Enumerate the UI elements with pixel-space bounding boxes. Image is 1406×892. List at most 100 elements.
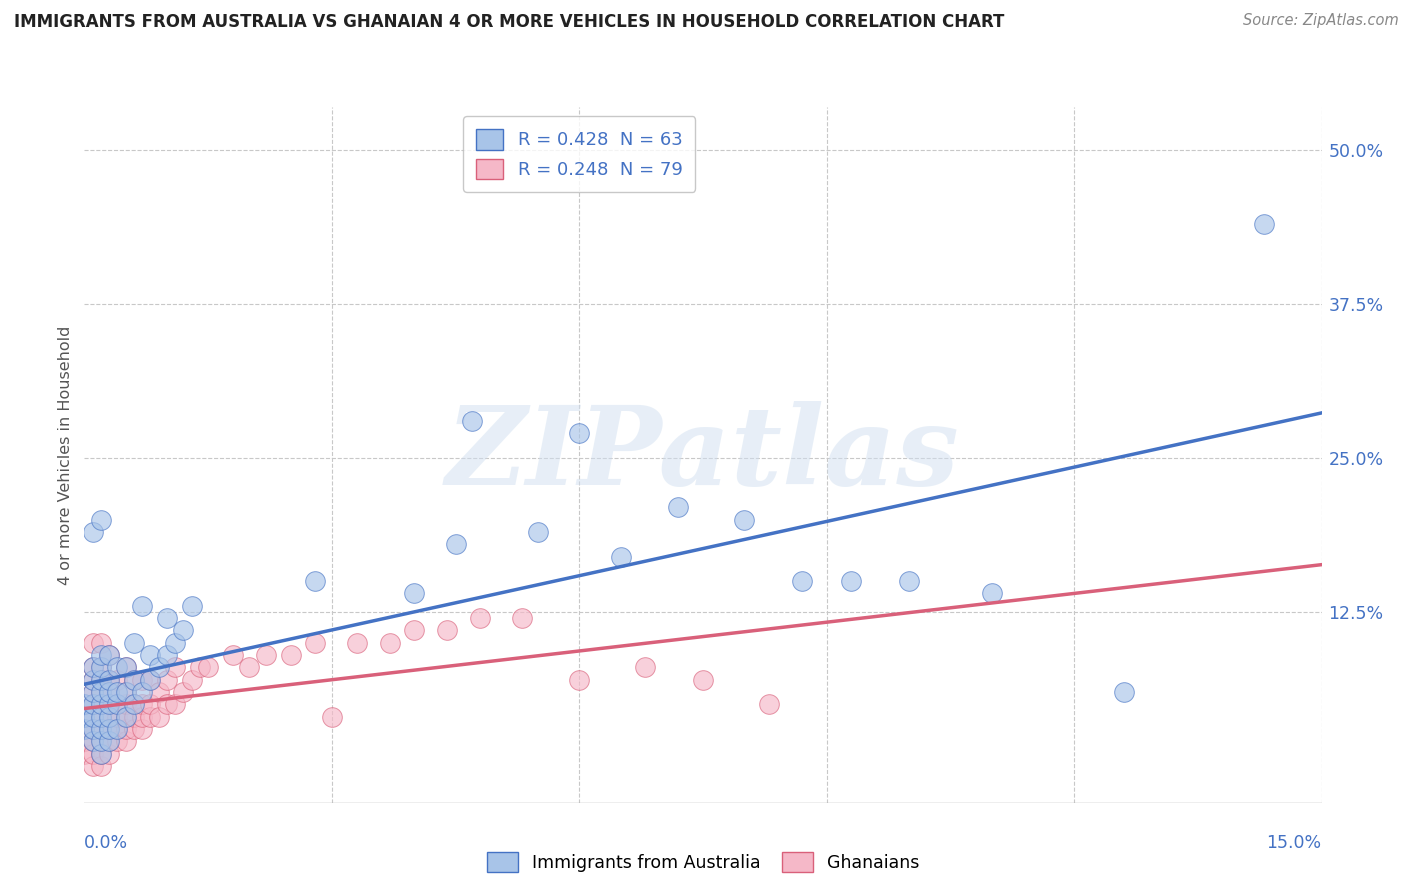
Point: [114, 660, 136, 674]
Point: [131, 722, 153, 736]
Point: [1112, 685, 1135, 699]
Point: [90, 709, 112, 723]
Point: [90, 747, 112, 761]
Point: [114, 660, 136, 674]
Point: [90, 698, 112, 712]
Point: [98, 722, 121, 736]
Point: [105, 660, 128, 674]
Point: [131, 685, 153, 699]
Point: [98, 709, 121, 723]
Point: [105, 685, 128, 699]
Point: [90, 698, 112, 712]
Point: [98, 648, 121, 662]
Point: [98, 722, 121, 736]
Point: [73, 698, 96, 712]
Point: [609, 549, 631, 564]
Point: [197, 660, 219, 674]
Point: [98, 698, 121, 712]
Point: [105, 698, 128, 712]
Point: [90, 673, 112, 687]
Point: [321, 709, 343, 723]
Point: [139, 648, 162, 662]
Point: [122, 636, 145, 650]
Point: [98, 734, 121, 748]
Point: [114, 709, 136, 723]
Point: [98, 685, 121, 699]
Point: [188, 660, 211, 674]
Point: [666, 500, 689, 515]
Point: [98, 698, 121, 712]
Point: [165, 636, 187, 650]
Point: [139, 709, 162, 723]
Point: [98, 673, 121, 687]
Point: [90, 722, 112, 736]
Point: [114, 685, 136, 699]
Point: [404, 624, 426, 638]
Point: [90, 709, 112, 723]
Point: [73, 709, 96, 723]
Point: [139, 673, 162, 687]
Point: [98, 685, 121, 699]
Point: [280, 648, 302, 662]
Point: [82, 660, 104, 674]
Text: ZIPatlas: ZIPatlas: [446, 401, 960, 508]
Text: IMMIGRANTS FROM AUSTRALIA VS GHANAIAN 4 OR MORE VEHICLES IN HOUSEHOLD CORRELATIO: IMMIGRANTS FROM AUSTRALIA VS GHANAIAN 4 …: [14, 13, 1004, 31]
Point: [980, 586, 1002, 600]
Point: [105, 698, 128, 712]
Point: [254, 648, 277, 662]
Point: [404, 586, 426, 600]
Point: [82, 734, 104, 748]
Point: [898, 574, 921, 589]
Y-axis label: 4 or more Vehicles in Household: 4 or more Vehicles in Household: [58, 326, 73, 584]
Point: [90, 759, 112, 773]
Point: [73, 747, 96, 761]
Point: [114, 685, 136, 699]
Point: [156, 698, 179, 712]
Point: [304, 636, 326, 650]
Point: [222, 648, 245, 662]
Point: [82, 709, 104, 723]
Point: [90, 685, 112, 699]
Point: [139, 673, 162, 687]
Point: [568, 673, 591, 687]
Point: [131, 599, 153, 613]
Point: [105, 722, 128, 736]
Point: [90, 648, 112, 662]
Point: [758, 698, 780, 712]
Point: [82, 698, 104, 712]
Point: [105, 673, 128, 687]
Point: [131, 709, 153, 723]
Point: [82, 759, 104, 773]
Point: [180, 673, 202, 687]
Point: [172, 685, 194, 699]
Point: [90, 512, 112, 526]
Point: [90, 685, 112, 699]
Point: [148, 660, 170, 674]
Point: [114, 734, 136, 748]
Point: [82, 734, 104, 748]
Point: [378, 636, 401, 650]
Point: [114, 698, 136, 712]
Point: [156, 673, 179, 687]
Point: [304, 574, 326, 589]
Legend: Immigrants from Australia, Ghanaians: Immigrants from Australia, Ghanaians: [479, 845, 927, 879]
Point: [82, 747, 104, 761]
Point: [346, 636, 368, 650]
Point: [82, 685, 104, 699]
Point: [82, 673, 104, 687]
Point: [105, 709, 128, 723]
Point: [122, 698, 145, 712]
Point: [114, 709, 136, 723]
Point: [470, 611, 492, 625]
Point: [510, 611, 533, 625]
Point: [98, 648, 121, 662]
Point: [122, 698, 145, 712]
Point: [461, 414, 484, 428]
Point: [98, 673, 121, 687]
Point: [790, 574, 813, 589]
Point: [90, 673, 112, 687]
Point: [105, 722, 128, 736]
Point: [73, 734, 96, 748]
Point: [122, 709, 145, 723]
Point: [444, 537, 467, 551]
